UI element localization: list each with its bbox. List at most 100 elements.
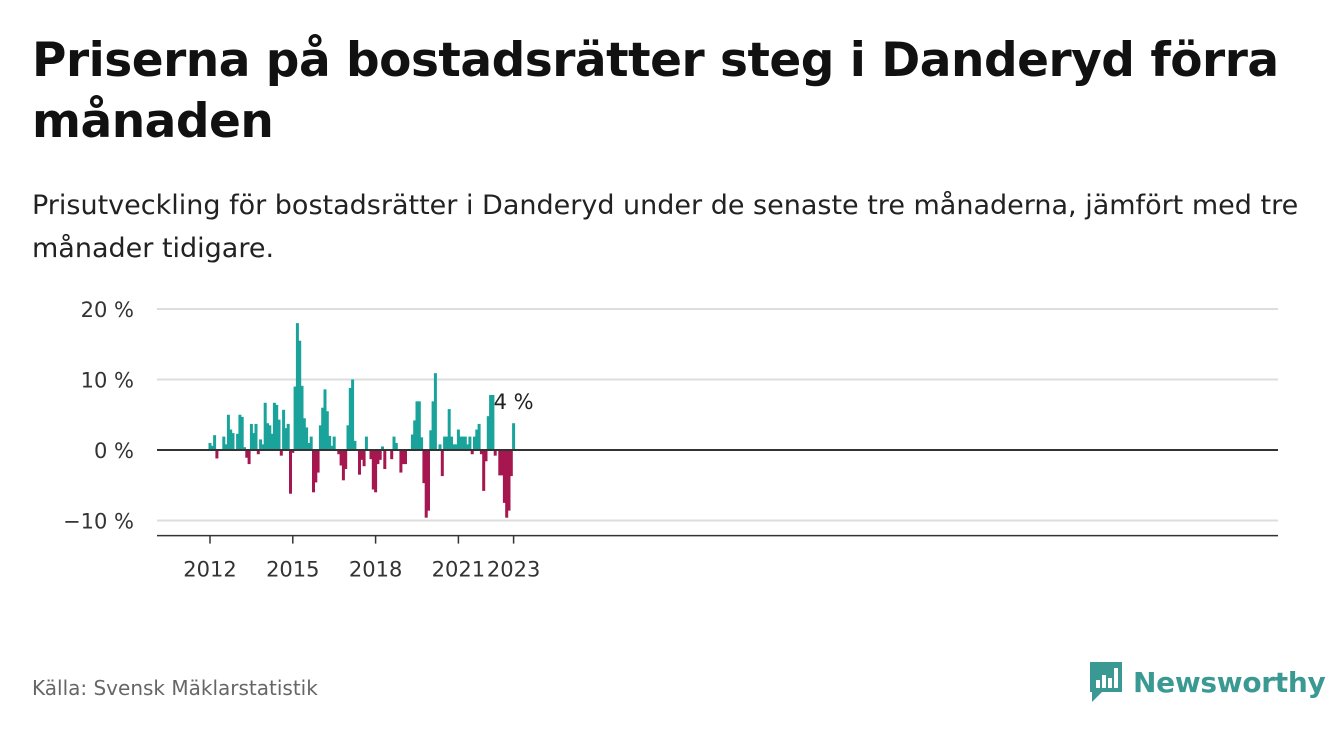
bar xyxy=(429,430,433,450)
bar xyxy=(249,423,253,450)
bar xyxy=(427,450,430,511)
brand-name: Newsworthy xyxy=(1133,665,1326,699)
bar xyxy=(410,434,414,450)
bar xyxy=(394,442,398,450)
bar xyxy=(362,450,366,467)
y-tick-label: 10 % xyxy=(81,369,134,393)
bar xyxy=(332,436,336,450)
bar xyxy=(433,373,437,450)
bar xyxy=(443,436,447,450)
bar xyxy=(282,409,286,450)
bar xyxy=(374,450,378,493)
y-tick-label: −10 % xyxy=(63,510,134,534)
y-tick-label: 0 % xyxy=(94,439,134,463)
bar xyxy=(351,379,355,450)
bar xyxy=(502,450,506,503)
bar xyxy=(415,401,419,450)
bar xyxy=(477,423,481,450)
bar xyxy=(339,450,343,466)
bar xyxy=(360,450,364,460)
bar xyxy=(286,423,290,450)
x-axis-ticks: 2012 2015 2018 2021 2023 xyxy=(183,535,540,582)
bar xyxy=(289,450,292,494)
x-tick-label: 2012 xyxy=(183,558,236,582)
bar xyxy=(383,450,387,470)
bar xyxy=(210,445,214,450)
bar xyxy=(479,450,483,455)
bar xyxy=(300,385,304,450)
bar xyxy=(500,450,504,476)
bar xyxy=(491,395,495,450)
bar xyxy=(424,450,428,518)
gridlines xyxy=(157,308,1278,522)
x-tick-label: 2021 xyxy=(432,558,485,582)
bar xyxy=(302,418,306,450)
bar xyxy=(353,440,357,450)
newsworthy-logo-icon xyxy=(1090,662,1122,702)
y-axis-labels: 20 % 10 % 0 % −10 % xyxy=(63,298,134,534)
bar xyxy=(270,433,274,450)
bar xyxy=(208,442,212,450)
bar xyxy=(509,450,513,477)
bar xyxy=(328,435,332,450)
bar xyxy=(413,420,417,450)
bar xyxy=(256,450,260,455)
bar xyxy=(222,436,226,450)
newsworthy-logo: Newsworthy xyxy=(1088,660,1326,704)
bar xyxy=(364,436,368,450)
bar xyxy=(358,450,361,475)
bar xyxy=(484,450,488,462)
y-tick-label: 20 % xyxy=(81,298,134,322)
bar xyxy=(337,450,341,455)
bar xyxy=(456,429,460,450)
bar xyxy=(445,436,449,450)
x-tick-label: 2023 xyxy=(487,558,540,582)
bar xyxy=(323,389,327,450)
bar xyxy=(438,444,442,450)
bar xyxy=(266,423,269,450)
bar xyxy=(229,429,233,450)
bar xyxy=(279,450,283,456)
bar xyxy=(454,444,458,450)
x-tick-label: 2018 xyxy=(349,558,402,582)
bar xyxy=(489,395,493,450)
bar xyxy=(376,450,380,465)
bar xyxy=(254,423,258,450)
bar xyxy=(399,450,403,473)
bar xyxy=(431,401,435,450)
bar xyxy=(314,450,318,483)
bar xyxy=(252,433,256,450)
bar xyxy=(369,450,373,460)
bar xyxy=(378,450,382,460)
bar xyxy=(268,425,272,450)
bar xyxy=(261,444,265,450)
bar xyxy=(512,423,516,450)
bar xyxy=(247,450,251,465)
bar xyxy=(463,436,467,450)
bar xyxy=(226,414,230,450)
bar xyxy=(272,402,276,450)
bar xyxy=(312,450,315,493)
bar xyxy=(298,340,302,450)
bar xyxy=(475,429,479,450)
bar xyxy=(440,450,444,477)
bar xyxy=(305,427,309,450)
bar xyxy=(346,425,350,450)
bar xyxy=(470,450,474,455)
bars xyxy=(208,323,516,518)
bar xyxy=(417,401,421,450)
latest-value-label: 4 % xyxy=(494,390,534,414)
bar xyxy=(348,387,352,450)
bar xyxy=(459,436,463,450)
bar xyxy=(307,442,311,450)
bar xyxy=(507,450,511,511)
bar xyxy=(309,436,313,450)
bar xyxy=(240,416,244,450)
bar xyxy=(330,445,334,450)
bar xyxy=(450,436,453,450)
bar xyxy=(291,450,295,453)
bar xyxy=(381,446,384,450)
x-tick-label: 2015 xyxy=(266,558,319,582)
bar xyxy=(422,450,426,484)
bar xyxy=(318,425,322,450)
